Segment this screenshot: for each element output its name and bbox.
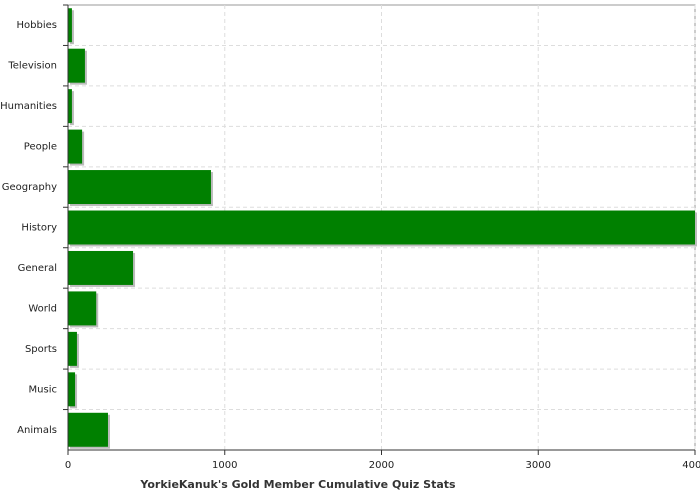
y-tick-label: World xyxy=(28,303,57,314)
bar xyxy=(68,291,97,326)
y-tick-label: General xyxy=(18,263,57,274)
bar xyxy=(68,8,72,43)
bar-shadow xyxy=(70,91,74,126)
y-tick-label: Hobbies xyxy=(17,20,57,31)
bar xyxy=(68,170,211,205)
y-tick-label: Humanities xyxy=(0,101,57,112)
y-tick-label: Music xyxy=(29,384,57,395)
x-tick-label: 4000 xyxy=(682,460,700,471)
chart-title: YorkieKanuk's Gold Member Cumulative Qui… xyxy=(139,478,456,491)
x-tick-label: 0 xyxy=(65,460,71,471)
x-tick-label: 1000 xyxy=(212,460,237,471)
bar xyxy=(68,412,108,447)
bar xyxy=(68,48,85,83)
bar xyxy=(68,210,695,245)
bar xyxy=(68,129,83,164)
bar xyxy=(68,89,72,124)
y-tick-label: Geography xyxy=(2,182,57,193)
y-tick-label: Animals xyxy=(17,425,57,436)
bar xyxy=(68,372,76,407)
x-tick-label: 2000 xyxy=(369,460,394,471)
y-tick-label: Sports xyxy=(25,344,57,355)
bar xyxy=(68,250,134,285)
y-tick-label: People xyxy=(24,142,57,153)
y-tick-label: Television xyxy=(7,61,57,72)
y-tick-label: History xyxy=(21,223,57,234)
bar xyxy=(68,331,77,366)
x-tick-label: 3000 xyxy=(526,460,551,471)
bar-shadow xyxy=(70,10,74,45)
